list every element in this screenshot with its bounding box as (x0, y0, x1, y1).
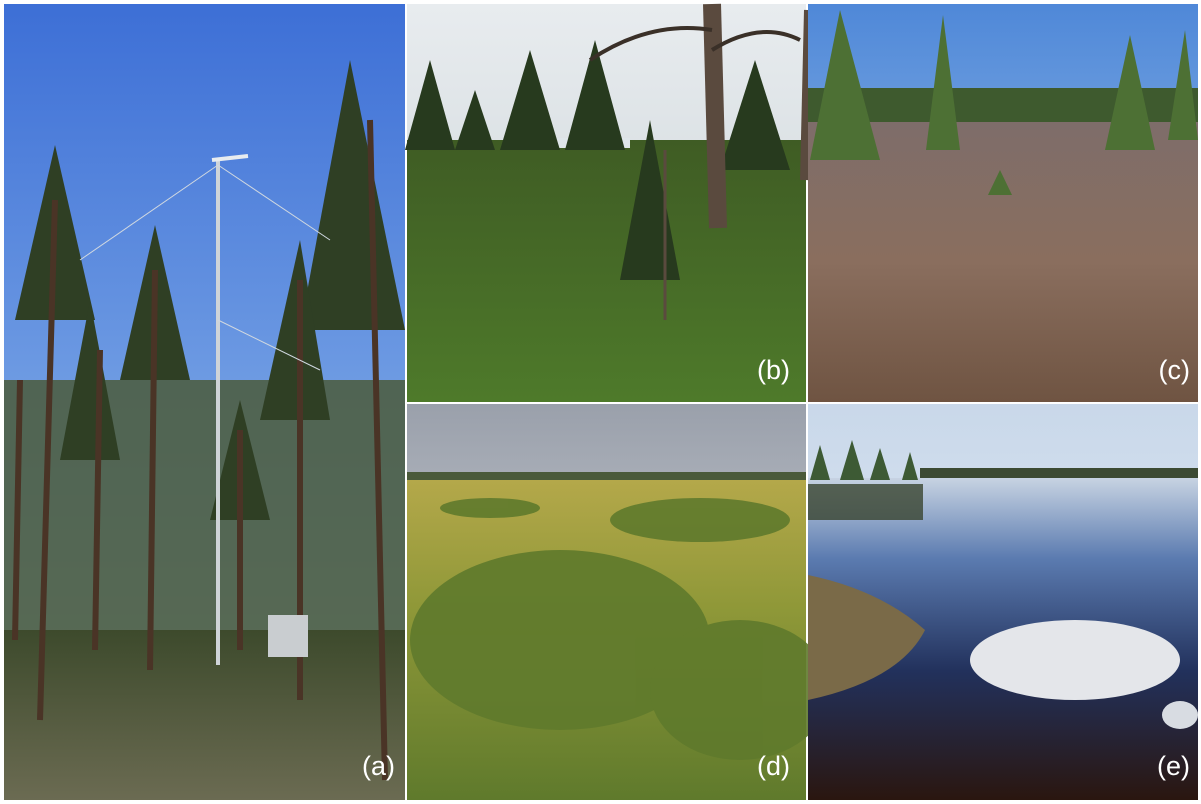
cloud-reflection (1162, 701, 1198, 729)
panel-label: (a) (362, 751, 395, 781)
hut (268, 615, 308, 657)
panel-label: (b) (757, 355, 790, 385)
pines (810, 10, 1198, 195)
guy-wires (79, 164, 331, 371)
forest-floor (4, 630, 405, 800)
hummocks (410, 498, 830, 760)
panel-a (4, 4, 405, 800)
mast-boom (211, 154, 249, 162)
panel-d (407, 404, 830, 800)
forest-background (4, 380, 405, 640)
island-reflection (808, 484, 923, 520)
panel-label: (e) (1157, 751, 1190, 781)
branches (588, 26, 801, 62)
panel-b (405, 3, 812, 402)
heath (808, 122, 1198, 402)
panel-label: (c) (1159, 355, 1190, 385)
cloud-reflection (970, 620, 1180, 700)
panel-c (808, 4, 1198, 402)
ground (407, 140, 806, 402)
trunks (663, 3, 812, 320)
horizon-forest (407, 472, 806, 480)
far-shore (920, 468, 1198, 478)
panel-e (808, 404, 1198, 800)
panel-label: (d) (757, 751, 790, 781)
shore-vegetation (808, 575, 925, 700)
island-trees (810, 440, 918, 480)
